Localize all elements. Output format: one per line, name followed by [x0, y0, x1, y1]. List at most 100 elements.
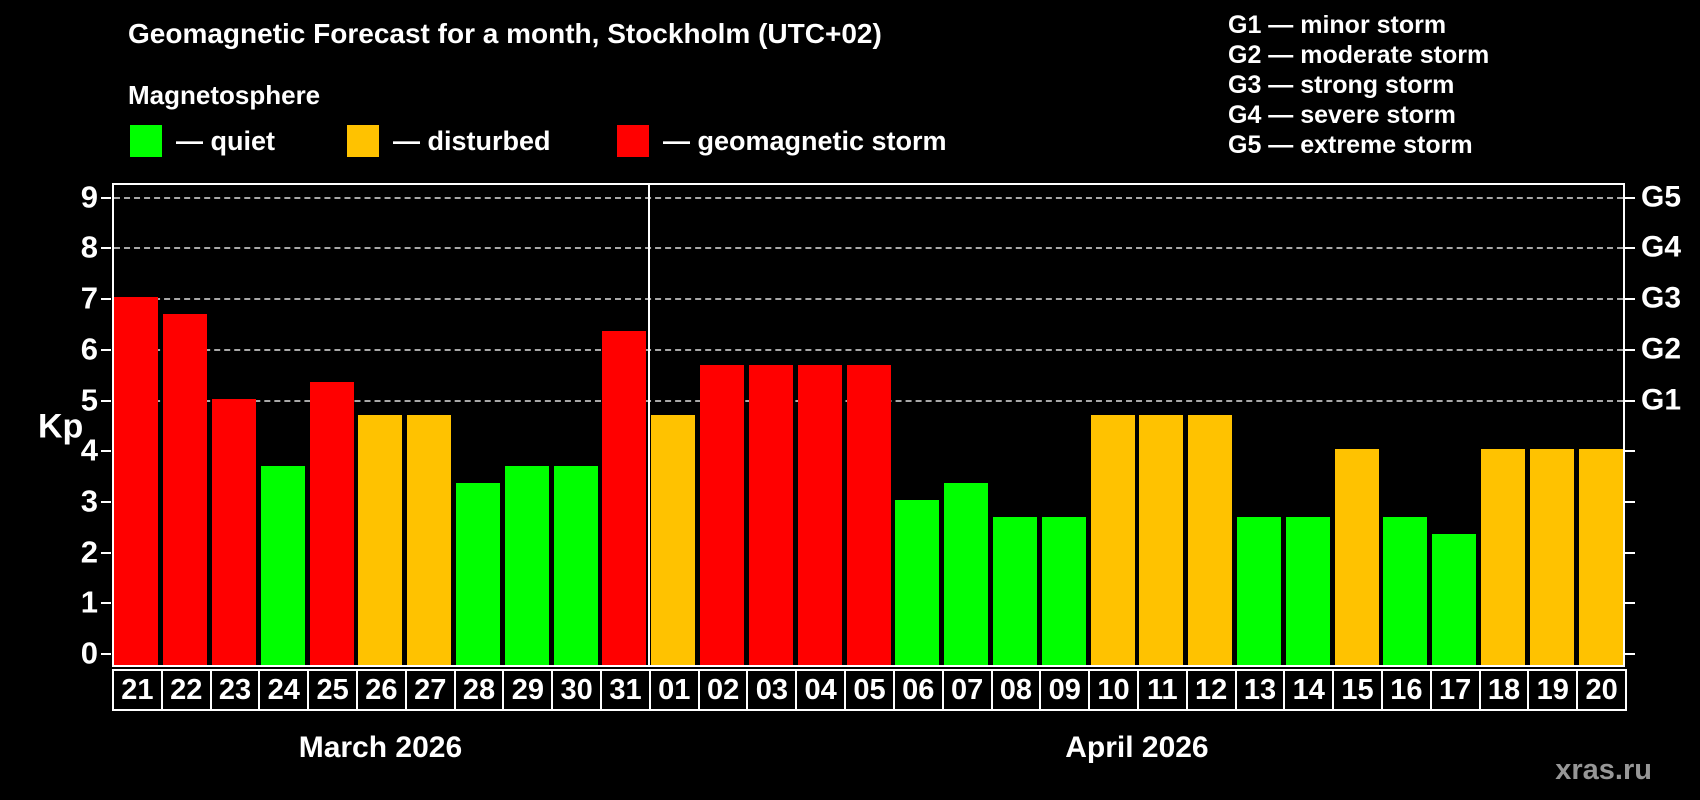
bar-day-13	[1236, 516, 1281, 665]
bar-day-23	[212, 398, 257, 665]
day-label-17: 17	[1429, 669, 1481, 711]
right-tick-6	[1625, 348, 1635, 351]
day-label-04: 04	[795, 669, 847, 711]
storm-color-swatch	[617, 125, 649, 157]
left-tick-1	[101, 602, 111, 605]
day-label-15: 15	[1332, 669, 1383, 711]
day-label-06: 06	[892, 669, 944, 711]
y-tick-label-2: 2	[80, 533, 98, 569]
bar-day-31	[602, 331, 647, 665]
y-tick-label-4: 4	[80, 432, 98, 468]
g-axis-label-g4: G4	[1641, 230, 1682, 264]
bar-day-09	[1041, 516, 1086, 665]
bar-day-19	[1529, 449, 1574, 665]
bar-day-11	[1139, 415, 1184, 665]
y-tick-label-5: 5	[80, 381, 98, 417]
day-label-24: 24	[258, 669, 310, 711]
bar-day-02	[700, 364, 745, 665]
day-label-12: 12	[1185, 669, 1237, 711]
day-label-26: 26	[356, 669, 407, 711]
left-tick-4	[101, 450, 111, 453]
legend-storm-label: — geomagnetic storm	[663, 125, 947, 156]
bar-day-08	[992, 516, 1037, 665]
left-tick-8	[101, 247, 111, 250]
right-tick-3	[1625, 500, 1635, 503]
day-label-05: 05	[844, 669, 895, 711]
g5-legend-line: G5 — extreme storm	[1228, 131, 1473, 159]
day-label-09: 09	[1039, 669, 1091, 711]
y-tick-label-3: 3	[80, 483, 98, 519]
left-tick-5	[101, 399, 111, 402]
left-tick-7	[101, 298, 111, 301]
y-tick-label-6: 6	[80, 331, 98, 367]
left-tick-3	[101, 500, 111, 503]
bar-day-17	[1432, 533, 1477, 665]
day-label-25: 25	[307, 669, 359, 711]
gridline-kp6	[114, 348, 1623, 351]
g-axis-label-g5: G5	[1641, 180, 1682, 214]
bar-day-27	[407, 415, 452, 665]
bar-day-06	[895, 499, 940, 665]
bar-day-04	[797, 364, 842, 665]
right-tick-8	[1625, 247, 1635, 250]
bar-day-26	[358, 415, 403, 665]
bar-day-05	[846, 364, 891, 665]
bar-day-03	[748, 364, 793, 665]
day-label-11: 11	[1136, 669, 1188, 711]
right-tick-0	[1625, 653, 1635, 655]
right-tick-5	[1625, 399, 1635, 402]
y-tick-label-8: 8	[80, 229, 98, 265]
bar-day-16	[1383, 516, 1428, 665]
left-tick-9	[101, 196, 111, 199]
g4-legend-line: G4 — severe storm	[1228, 101, 1456, 129]
day-label-14: 14	[1283, 669, 1335, 711]
y-tick-label-0: 0	[80, 635, 98, 671]
bar-day-30	[553, 465, 598, 665]
bar-day-28	[456, 483, 501, 665]
disturbed-color-swatch	[347, 125, 379, 157]
g3-legend-line: G3 — strong storm	[1228, 71, 1455, 99]
month-label-april: April 2026	[1065, 731, 1209, 764]
day-label-01: 01	[648, 669, 700, 711]
bar-day-07	[944, 483, 989, 665]
right-tick-1	[1625, 602, 1635, 605]
day-label-18: 18	[1478, 669, 1530, 711]
left-tick-2	[101, 551, 111, 554]
legend-disturbed-label: — disturbed	[393, 125, 551, 156]
month-label-march: March 2026	[298, 731, 463, 764]
bar-day-29	[504, 465, 549, 665]
legend-item-storm: — geomagnetic storm	[617, 124, 947, 158]
bar-day-12	[1188, 415, 1233, 665]
g-axis-label-g2: G2	[1641, 332, 1682, 366]
day-label-19: 19	[1527, 669, 1579, 711]
bar-day-25	[309, 381, 354, 665]
bar-day-24	[260, 465, 305, 665]
g-axis-label-g3: G3	[1641, 281, 1682, 315]
bar-day-10	[1090, 415, 1135, 665]
day-label-30: 30	[551, 669, 603, 711]
legend-item-disturbed: — disturbed	[347, 124, 551, 158]
right-tick-9	[1625, 196, 1635, 199]
y-tick-label-7: 7	[80, 280, 98, 316]
y-tick-label-1: 1	[80, 584, 98, 620]
day-label-16: 16	[1380, 669, 1432, 711]
day-label-07: 07	[941, 669, 993, 711]
left-tick-6	[101, 348, 111, 351]
bar-day-01	[651, 415, 696, 665]
g1-legend-line: G1 — minor storm	[1228, 11, 1447, 39]
plot-area	[112, 183, 1625, 667]
day-label-22: 22	[160, 669, 212, 711]
left-tick-0	[101, 653, 111, 655]
day-label-02: 02	[697, 669, 749, 711]
day-label-23: 23	[209, 669, 261, 711]
chart-subtitle: Magnetosphere	[128, 80, 321, 110]
day-label-13: 13	[1234, 669, 1286, 711]
y-tick-label-9: 9	[80, 178, 98, 214]
day-label-08: 08	[990, 669, 1042, 711]
legend-item-quiet: — quiet	[130, 124, 275, 158]
watermark: xras.ru	[1555, 754, 1652, 786]
bar-day-18	[1480, 449, 1525, 665]
g-axis-label-g1: G1	[1641, 382, 1682, 416]
bar-day-22	[163, 313, 208, 665]
